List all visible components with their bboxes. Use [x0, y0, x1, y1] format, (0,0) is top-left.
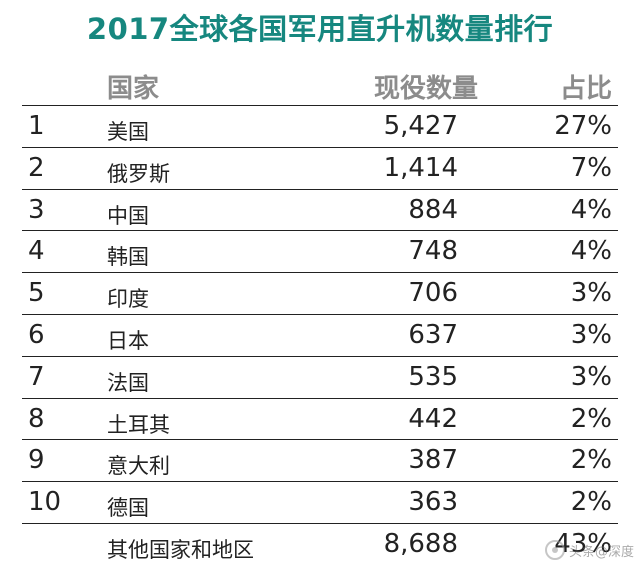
row-country: 中国 — [107, 203, 149, 228]
row-country: 印度 — [107, 287, 149, 312]
row-count: 637 — [408, 319, 458, 350]
header-ratio: 占比 — [559, 74, 612, 104]
row-count: 5,427 — [383, 111, 458, 141]
row-rank: 1 — [28, 111, 45, 141]
row-rank: 3 — [28, 194, 45, 225]
row-country: 美国 — [107, 120, 149, 144]
row-ratio: 2% — [570, 487, 612, 518]
table-row-others: 其他国家和地区 8,688 43% — [22, 522, 618, 564]
row-count: 884 — [408, 194, 458, 225]
header-count: 现役数量 — [373, 74, 478, 104]
row-country: 德国 — [107, 496, 149, 521]
row-count: 442 — [408, 403, 458, 434]
row-count: 8,688 — [383, 528, 458, 559]
row-country: 土耳其 — [107, 412, 170, 437]
page-title: 2017全球各国军用直升机数量排行 — [86, 12, 554, 46]
row-rank: 6 — [28, 319, 45, 350]
table-row: 9 意大利 387 2% — [22, 439, 618, 481]
row-rank: 8 — [28, 403, 45, 434]
row-ratio: 2% — [570, 445, 612, 476]
row-ratio: 3% — [570, 361, 612, 392]
row-ratio: 4% — [570, 194, 612, 225]
table-row: 7 法国 535 3% — [22, 355, 618, 398]
table-body: 1 美国 5,427 27% 2 俄罗斯 1,414 7% 3 中国 884 4… — [22, 105, 618, 564]
table-header: 国家 现役数量 占比 — [22, 62, 618, 104]
row-rank: 5 — [28, 278, 45, 309]
row-ratio: 7% — [570, 152, 612, 183]
row-rank: 9 — [28, 445, 45, 476]
watermark-text: 头条@深度 — [568, 544, 634, 560]
row-rank: 10 — [28, 487, 62, 518]
row-count: 706 — [408, 278, 458, 309]
watermark: 头条@深度 — [544, 540, 634, 560]
row-count: 535 — [408, 361, 458, 392]
table-row: 1 美国 5,427 27% — [22, 105, 618, 147]
row-rank: 7 — [28, 361, 45, 392]
watermark-logo-icon — [544, 540, 565, 560]
row-country: 法国 — [107, 370, 149, 395]
table-row: 8 土耳其 442 2% — [22, 397, 618, 440]
table-row: 5 印度 706 3% — [22, 272, 618, 314]
row-ratio: 2% — [570, 403, 612, 434]
row-ratio: 27% — [554, 111, 612, 141]
row-rank: 2 — [28, 152, 45, 183]
row-country: 日本 — [107, 328, 149, 353]
table-row: 4 韩国 748 4% — [22, 230, 618, 272]
header-country: 国家 — [107, 74, 160, 104]
row-ratio: 3% — [570, 319, 612, 350]
row-ratio: 3% — [570, 278, 612, 309]
row-country: 意大利 — [107, 454, 170, 479]
row-count: 1,414 — [383, 152, 458, 183]
row-ratio: 4% — [570, 236, 612, 267]
row-count: 387 — [408, 445, 458, 476]
table-row: 10 德国 363 2% — [22, 481, 618, 523]
row-country: 韩国 — [107, 245, 149, 270]
table-row: 3 中国 884 4% — [22, 188, 618, 231]
table-row: 6 日本 637 3% — [22, 313, 618, 356]
row-count: 748 — [408, 236, 458, 267]
table-row: 2 俄罗斯 1,414 7% — [22, 146, 618, 189]
row-rank: 4 — [28, 236, 45, 267]
row-country: 俄罗斯 — [107, 161, 170, 186]
row-country: 其他国家和地区 — [107, 537, 254, 562]
row-count: 363 — [408, 487, 458, 518]
